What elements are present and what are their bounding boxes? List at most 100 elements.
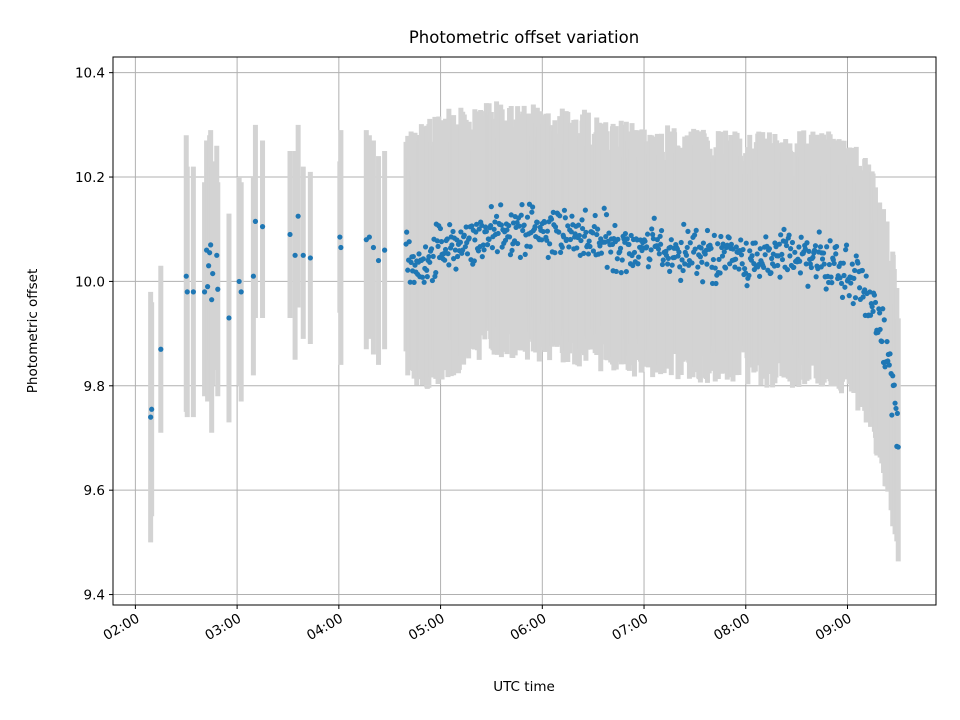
data-point	[575, 222, 582, 228]
y-tick-label: 9.8	[84, 379, 105, 395]
data-point	[797, 258, 803, 264]
data-point	[651, 215, 657, 221]
data-point	[859, 267, 865, 274]
data-point	[534, 219, 540, 225]
data-point	[658, 227, 665, 234]
data-point	[480, 242, 486, 248]
data-point	[746, 272, 752, 279]
data-point	[606, 230, 612, 236]
data-point	[855, 260, 861, 266]
data-point	[581, 233, 588, 239]
data-point	[824, 244, 830, 250]
data-point	[628, 232, 634, 239]
data-point	[667, 268, 673, 274]
data-point	[598, 250, 605, 256]
data-point	[839, 294, 846, 300]
data-point	[649, 226, 655, 232]
data-point	[717, 270, 723, 276]
data-point	[556, 229, 562, 235]
data-point	[850, 300, 856, 307]
data-point	[469, 223, 475, 229]
data-point	[472, 237, 478, 243]
data-point	[552, 224, 559, 230]
data-point	[565, 223, 571, 229]
data-point	[675, 253, 681, 259]
data-point	[716, 256, 722, 263]
data-points	[148, 201, 901, 450]
data-point	[506, 222, 512, 229]
data-point	[226, 315, 232, 321]
data-point	[539, 237, 545, 243]
data-point	[461, 232, 467, 238]
data-point	[623, 268, 629, 275]
y-tick-label: 9.4	[84, 588, 105, 604]
data-point	[515, 240, 521, 247]
data-point	[647, 257, 653, 263]
data-point	[527, 244, 533, 250]
data-point	[732, 256, 739, 262]
data-point	[766, 246, 773, 252]
data-point	[542, 219, 548, 225]
data-point	[595, 226, 601, 232]
data-point	[208, 242, 214, 248]
data-point	[482, 224, 489, 230]
data-point	[739, 261, 745, 267]
data-point	[206, 263, 212, 269]
data-point	[540, 228, 546, 235]
data-point	[579, 225, 586, 232]
data-point	[792, 249, 798, 255]
data-point	[557, 213, 563, 219]
data-point	[429, 277, 435, 284]
data-point	[421, 279, 427, 285]
data-point	[848, 280, 854, 286]
data-point	[697, 254, 704, 260]
data-point	[524, 214, 531, 220]
data-point	[769, 255, 775, 262]
data-point	[777, 274, 783, 280]
data-point	[692, 232, 698, 238]
data-point	[585, 251, 592, 257]
data-point	[498, 222, 505, 228]
data-point	[559, 244, 565, 250]
data-point	[720, 241, 726, 247]
data-point	[680, 267, 686, 274]
data-point	[215, 286, 221, 292]
error-bars	[148, 101, 901, 562]
data-point	[550, 209, 556, 215]
data-point	[808, 264, 814, 271]
data-point	[521, 222, 527, 228]
data-point	[636, 254, 642, 260]
data-point	[205, 284, 211, 290]
data-point	[710, 256, 716, 263]
data-point	[458, 229, 464, 235]
data-point	[828, 274, 834, 280]
data-point	[738, 237, 744, 243]
data-point	[852, 295, 859, 301]
data-point	[655, 246, 662, 252]
data-point	[292, 252, 298, 258]
data-point	[441, 251, 447, 257]
data-point	[517, 254, 523, 261]
data-point	[572, 231, 578, 237]
data-point	[660, 257, 666, 263]
data-point	[821, 261, 827, 267]
data-point	[547, 241, 553, 247]
data-point	[586, 238, 592, 244]
data-point	[462, 244, 468, 250]
data-point	[630, 262, 636, 269]
data-point	[689, 260, 695, 266]
data-point	[442, 257, 448, 263]
data-point	[454, 253, 461, 260]
data-point	[214, 252, 220, 258]
data-point	[434, 238, 440, 244]
data-point	[713, 280, 719, 287]
data-point	[831, 260, 837, 267]
data-point	[508, 212, 514, 218]
data-point	[826, 261, 832, 268]
data-point	[871, 292, 877, 298]
data-point	[779, 251, 785, 258]
data-point	[743, 240, 749, 246]
data-point	[491, 226, 497, 232]
data-point	[453, 266, 459, 272]
data-point	[853, 253, 859, 259]
